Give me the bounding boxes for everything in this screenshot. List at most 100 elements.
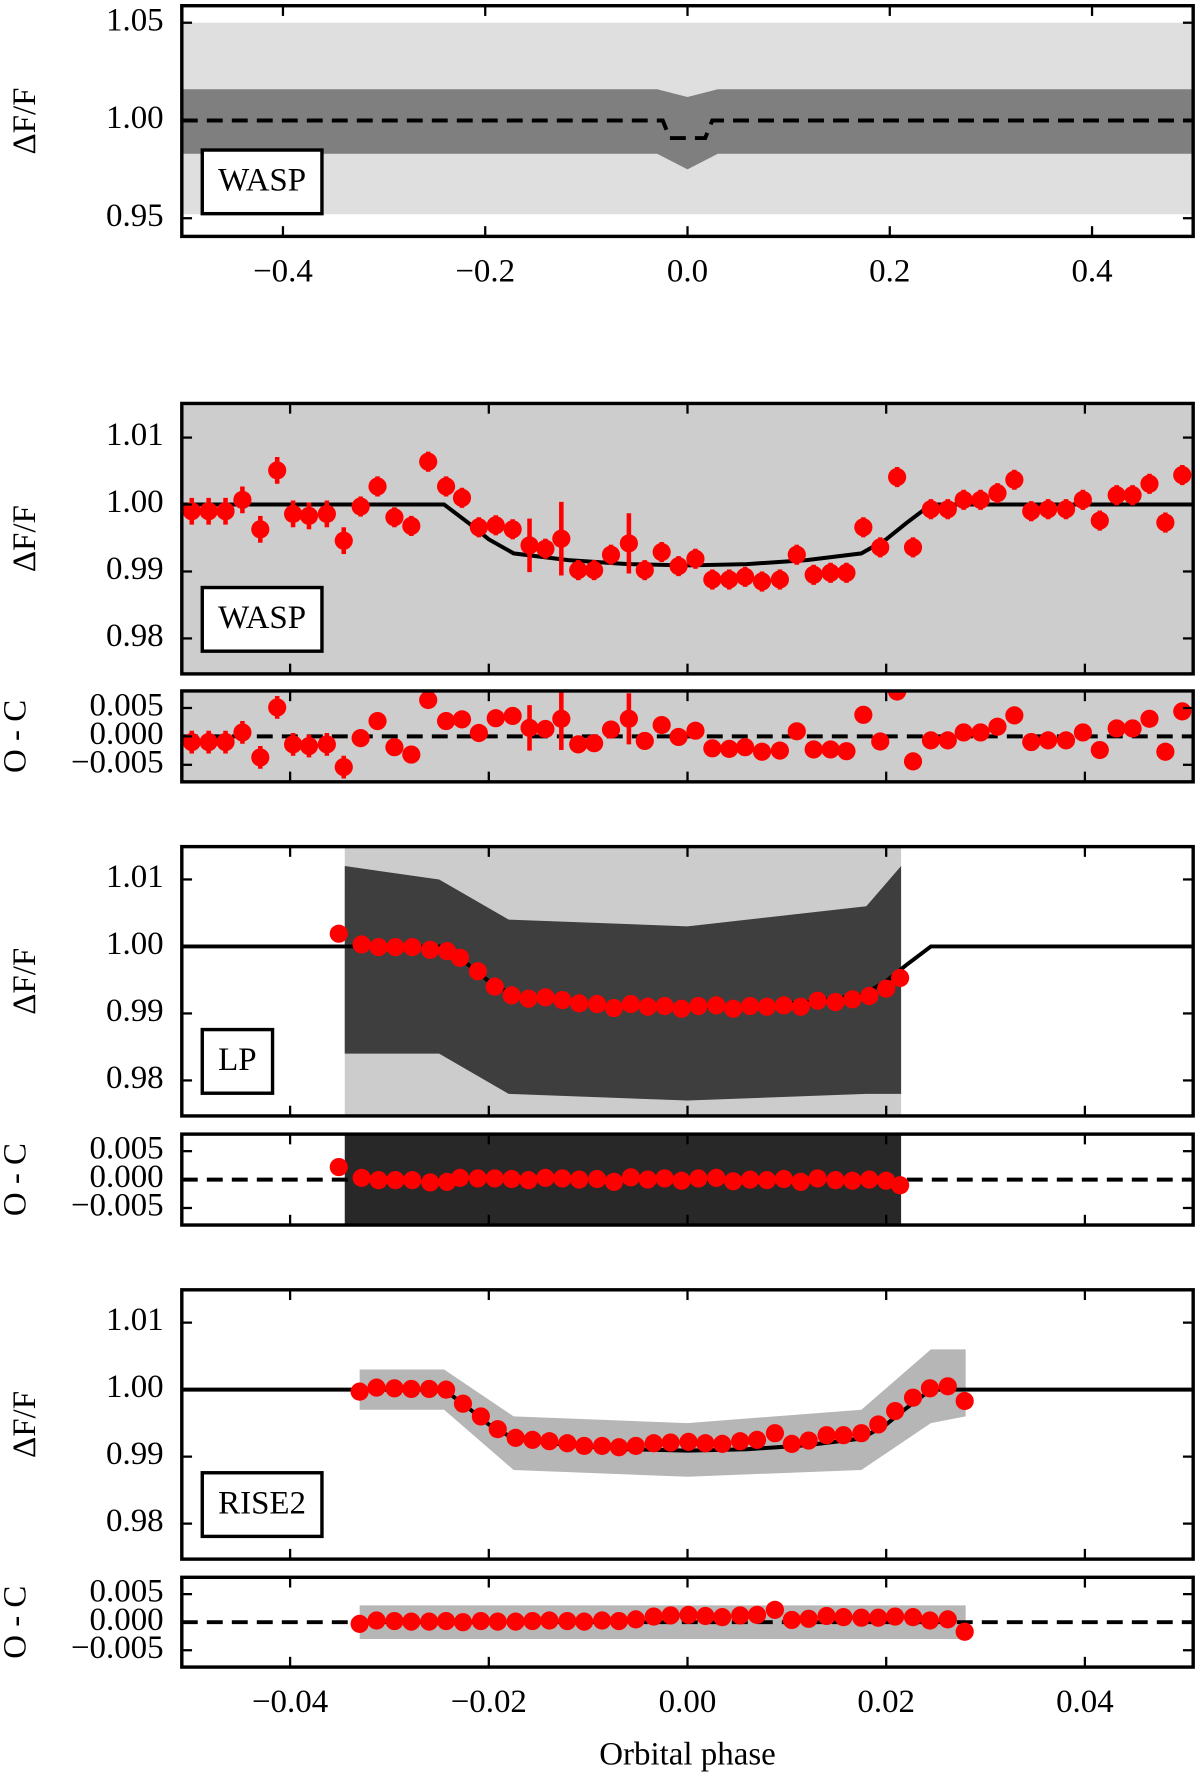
- binned-point: [626, 1436, 645, 1455]
- binned-point: [536, 719, 555, 739]
- binned-point: [592, 1611, 612, 1630]
- binned-point: [452, 710, 472, 729]
- binned-point: [655, 1169, 674, 1188]
- binned-point: [804, 565, 823, 584]
- binned-point: [808, 1169, 827, 1188]
- x-tick-label: 0.00: [659, 1684, 717, 1720]
- y-axis-label: ΔF/F: [7, 1391, 43, 1458]
- binned-point: [402, 1379, 421, 1399]
- binned-point: [609, 1438, 629, 1457]
- binned-point: [569, 735, 588, 754]
- binned-point: [713, 1434, 732, 1453]
- binned-point: [888, 467, 907, 487]
- binned-point: [696, 1606, 715, 1626]
- binned-point: [575, 1436, 594, 1455]
- binned-point: [747, 1605, 767, 1624]
- binned-point: [724, 999, 743, 1018]
- binned-point: [661, 1433, 680, 1452]
- binned-point: [485, 977, 504, 996]
- binned-point: [720, 739, 739, 758]
- binned-point: [1156, 513, 1175, 532]
- binned-point: [731, 1432, 750, 1451]
- binned-point: [502, 1169, 521, 1189]
- binned-point: [903, 1388, 923, 1407]
- binned-point: [782, 1434, 801, 1453]
- binned-point: [402, 1612, 421, 1631]
- binned-point: [367, 1611, 386, 1630]
- binned-point: [486, 516, 505, 535]
- binned-point: [791, 997, 810, 1016]
- binned-point: [1123, 719, 1142, 738]
- binned-point: [971, 723, 990, 742]
- binned-point: [419, 690, 438, 710]
- binned-point: [988, 484, 1007, 503]
- binned-point: [469, 723, 488, 743]
- binned-point: [903, 752, 923, 771]
- binned-point: [860, 1170, 879, 1189]
- y-tick-label: −0.005: [71, 1630, 164, 1666]
- binned-point: [921, 731, 940, 750]
- binned-point: [588, 1169, 607, 1189]
- panel: 0.98 0.99 1.00 1.01 ΔF/F RISE2: [7, 1288, 1195, 1561]
- binned-point: [826, 1171, 845, 1190]
- binned-point: [385, 738, 404, 757]
- binned-point: [386, 938, 405, 957]
- binned-point: [317, 735, 336, 754]
- plot-area: [181, 846, 1194, 1116]
- binned-point: [619, 709, 638, 728]
- binned-point: [757, 1171, 777, 1190]
- binned-point: [669, 557, 688, 576]
- binned-point: [821, 740, 840, 759]
- binned-point: [635, 731, 654, 751]
- binned-point: [869, 1415, 888, 1434]
- binned-point: [471, 1611, 490, 1631]
- binned-point: [329, 1157, 348, 1177]
- binned-point: [506, 1612, 525, 1631]
- data-cloud: [359, 1349, 966, 1477]
- binned-point: [971, 490, 990, 509]
- binned-point: [520, 536, 539, 555]
- binned-point: [1005, 470, 1024, 489]
- y-tick-label: 0.99: [106, 551, 164, 587]
- binned-point: [199, 732, 218, 752]
- x-tick-label: 0.4: [1071, 253, 1112, 289]
- binned-point: [1005, 706, 1024, 725]
- y-tick-label: −0.005: [71, 744, 164, 780]
- binned-point: [503, 520, 522, 539]
- binned-point: [453, 1613, 473, 1632]
- binned-point: [233, 490, 252, 509]
- binned-point: [886, 1401, 905, 1421]
- binned-point: [436, 711, 456, 731]
- x-tick-label: 0.2: [869, 253, 910, 289]
- binned-point: [536, 988, 555, 1007]
- x-tick-label: −0.04: [252, 1684, 328, 1720]
- data-cloud: [181, 403, 1194, 674]
- binned-point: [368, 711, 387, 731]
- binned-point: [402, 516, 421, 536]
- binned-point: [938, 1610, 957, 1629]
- binned-point: [520, 718, 539, 737]
- binned-point: [661, 1606, 680, 1625]
- binned-point: [988, 717, 1007, 736]
- binned-point: [216, 732, 235, 752]
- binned-point: [655, 996, 674, 1016]
- binned-point: [367, 1378, 386, 1397]
- binned-point: [703, 570, 722, 589]
- binned-point: [503, 706, 522, 726]
- binned-point: [731, 1606, 750, 1625]
- binned-point: [877, 979, 896, 998]
- binned-point: [450, 1168, 470, 1187]
- binned-point: [826, 992, 845, 1012]
- binned-point: [420, 1612, 439, 1631]
- binned-point: [329, 924, 348, 943]
- binned-point: [843, 990, 862, 1009]
- binned-point: [421, 940, 440, 959]
- binned-point: [791, 1172, 810, 1191]
- binned-point: [1173, 702, 1192, 721]
- binned-point: [519, 1171, 538, 1190]
- binned-point: [938, 1377, 957, 1396]
- binned-point: [1107, 486, 1126, 505]
- y-tick-label: 1.00: [106, 926, 164, 962]
- binned-point: [369, 1171, 388, 1190]
- binned-point: [757, 997, 777, 1016]
